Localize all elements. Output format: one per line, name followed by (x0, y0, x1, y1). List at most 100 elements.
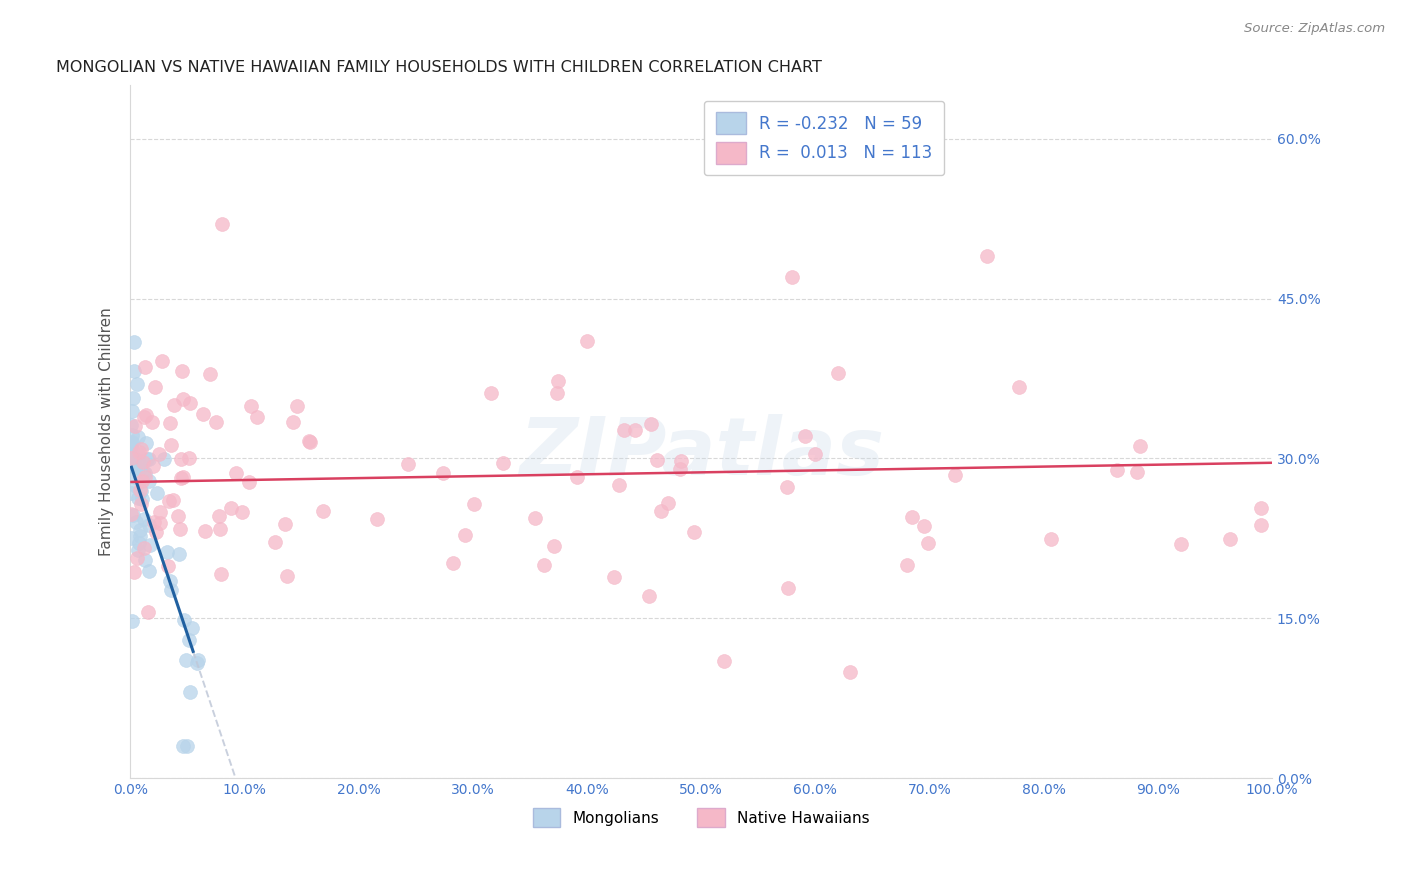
Point (170, 364, 193, 378)
Point (683, 524, 706, 539)
Point (668, 462, 690, 476)
Point (274, 516, 297, 531)
Point (209, 567, 232, 582)
Point (174, 653, 197, 667)
Point (211, 217, 233, 231)
Point (803, 447, 825, 461)
Point (238, 475, 260, 489)
Point (225, 466, 247, 480)
Point (645, 452, 668, 467)
Point (838, 665, 860, 679)
Point (134, 512, 156, 526)
Point (134, 466, 156, 480)
Point (135, 451, 157, 466)
Point (121, 458, 143, 473)
Point (492, 457, 515, 471)
Point (138, 452, 160, 467)
Point (281, 415, 304, 429)
Point (181, 621, 204, 635)
Point (657, 496, 679, 510)
Point (127, 377, 149, 392)
Point (533, 558, 555, 573)
Point (543, 539, 565, 553)
Point (198, 367, 221, 381)
Point (129, 462, 152, 476)
Point (121, 417, 143, 432)
Point (776, 581, 799, 595)
Point (208, 522, 231, 536)
Point (131, 491, 153, 506)
Point (623, 423, 645, 437)
Point (205, 415, 228, 429)
Point (121, 440, 143, 454)
Point (124, 460, 146, 475)
Point (127, 430, 149, 444)
Point (135, 408, 157, 422)
Point (575, 334, 598, 349)
Point (917, 536, 939, 550)
Point (153, 451, 176, 466)
Point (121, 451, 143, 466)
Point (1126, 465, 1149, 479)
Point (146, 486, 169, 500)
Point (191, 408, 214, 422)
Point (156, 545, 179, 559)
Point (1219, 533, 1241, 547)
Point (127, 542, 149, 557)
Point (794, 429, 817, 443)
Point (136, 605, 159, 619)
Point (432, 466, 454, 480)
Text: Source: ZipAtlas.com: Source: ZipAtlas.com (1244, 22, 1385, 36)
Point (479, 386, 502, 401)
Point (177, 451, 200, 466)
Point (125, 550, 148, 565)
Point (121, 457, 143, 471)
Point (167, 508, 190, 523)
Point (121, 404, 143, 418)
Point (173, 613, 195, 627)
Legend: Mongolians, Native Hawaiians: Mongolians, Native Hawaiians (526, 802, 876, 833)
Point (134, 469, 156, 483)
Point (186, 656, 208, 670)
Point (131, 475, 153, 489)
Point (125, 479, 148, 493)
Point (163, 398, 186, 412)
Point (567, 470, 589, 484)
Point (547, 374, 569, 388)
Point (122, 508, 145, 523)
Point (148, 447, 170, 461)
Point (141, 415, 163, 429)
Point (135, 436, 157, 450)
Text: MONGOLIAN VS NATIVE HAWAIIAN FAMILY HOUSEHOLDS WITH CHILDREN CORRELATION CHART: MONGOLIAN VS NATIVE HAWAIIAN FAMILY HOUS… (56, 60, 823, 75)
Point (156, 558, 179, 573)
Point (129, 483, 152, 498)
Point (142, 458, 165, 473)
Point (127, 452, 149, 467)
Point (125, 515, 148, 529)
Point (129, 442, 152, 456)
Point (148, 505, 170, 519)
Point (121, 507, 143, 521)
Point (129, 483, 152, 498)
Point (169, 547, 191, 561)
Point (159, 574, 181, 588)
Point (640, 417, 662, 432)
Point (976, 249, 998, 263)
Point (121, 427, 143, 442)
Point (138, 518, 160, 533)
Point (143, 380, 166, 394)
Point (160, 438, 183, 452)
Point (264, 535, 287, 549)
Point (169, 471, 191, 485)
Point (121, 614, 143, 628)
Point (127, 491, 149, 505)
Point (1008, 380, 1031, 394)
Point (603, 570, 626, 584)
Point (637, 589, 659, 603)
Point (239, 399, 262, 413)
Point (1129, 439, 1152, 453)
Point (128, 535, 150, 549)
Point (441, 556, 464, 570)
Point (138, 474, 160, 488)
Point (127, 447, 149, 461)
